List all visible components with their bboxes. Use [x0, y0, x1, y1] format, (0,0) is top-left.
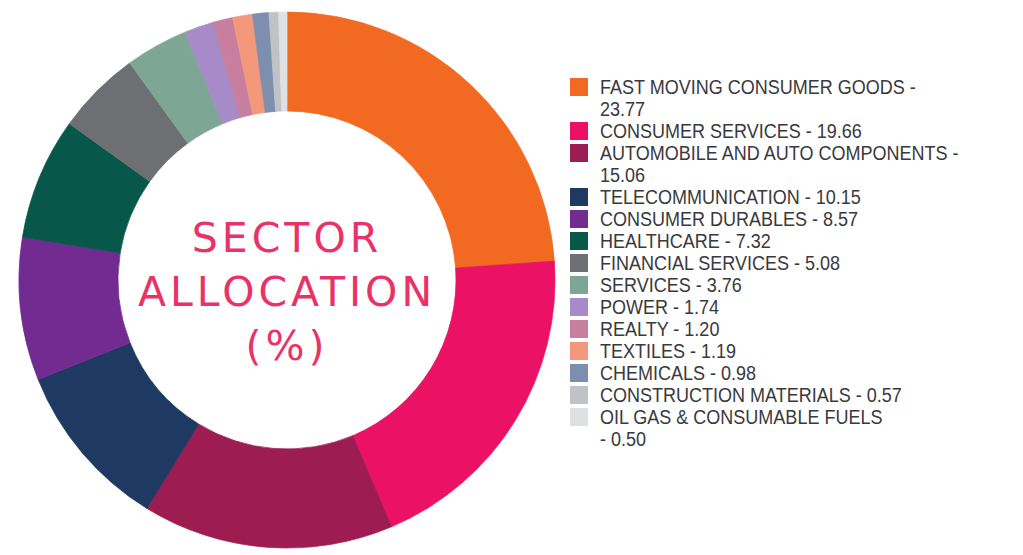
legend-label: FAST MOVING CONSUMER GOODS -23.77 [600, 76, 916, 120]
legend-item: CONSUMER DURABLES - 8.57 [570, 208, 998, 230]
legend-item: FAST MOVING CONSUMER GOODS -23.77 [570, 76, 998, 120]
legend-swatch [570, 144, 588, 162]
sector-allocation-chart: SECTORALLOCATION(%) FAST MOVING CONSUMER… [0, 0, 1023, 555]
legend-label-line: AUTOMOBILE AND AUTO COMPONENTS - [600, 142, 958, 164]
legend-swatch [570, 254, 588, 272]
legend-label: FINANCIAL SERVICES - 5.08 [600, 252, 840, 274]
legend-label-line: FAST MOVING CONSUMER GOODS - [600, 76, 916, 98]
legend-swatch [570, 276, 588, 294]
legend-swatch [570, 78, 588, 96]
legend-swatch [570, 122, 588, 140]
legend-item: TEXTILES - 1.19 [570, 340, 998, 362]
legend-swatch [570, 232, 588, 250]
legend-label-line: 23.77 [600, 98, 916, 120]
legend-label: REALTY - 1.20 [600, 318, 719, 340]
legend-label-line: CONSUMER DURABLES - 8.57 [600, 208, 858, 230]
legend-label-line: SERVICES - 3.76 [600, 274, 742, 296]
legend-label-line: HEALTHCARE - 7.32 [600, 230, 771, 252]
legend-label-line: TEXTILES - 1.19 [600, 340, 736, 362]
legend-swatch [570, 342, 588, 360]
legend-label: CONSTRUCTION MATERIALS - 0.57 [600, 384, 902, 406]
legend-label: OIL GAS & CONSUMABLE FUELS- 0.50 [600, 406, 882, 450]
legend-item: SERVICES - 3.76 [570, 274, 998, 296]
legend-label-line: REALTY - 1.20 [600, 318, 719, 340]
legend-swatch [570, 320, 588, 338]
legend-label: POWER - 1.74 [600, 296, 719, 318]
legend-item: FINANCIAL SERVICES - 5.08 [570, 252, 998, 274]
legend-label: CHEMICALS - 0.98 [600, 362, 756, 384]
legend-label: HEALTHCARE - 7.32 [600, 230, 771, 252]
legend-label-line: CHEMICALS - 0.98 [600, 362, 756, 384]
legend-label-line: 15.06 [600, 164, 958, 186]
legend-label-line: TELECOMMUNICATION - 10.15 [600, 186, 861, 208]
legend-item: CONSTRUCTION MATERIALS - 0.57 [570, 384, 998, 406]
legend-swatch [570, 188, 588, 206]
legend-swatch [570, 364, 588, 382]
legend-item: CONSUMER SERVICES - 19.66 [570, 120, 998, 142]
legend-label-line: - 0.50 [600, 428, 882, 450]
legend-item: CHEMICALS - 0.98 [570, 362, 998, 384]
legend-item: OIL GAS & CONSUMABLE FUELS- 0.50 [570, 406, 998, 450]
legend-item: HEALTHCARE - 7.32 [570, 230, 998, 252]
legend-swatch [570, 408, 588, 426]
legend-label: TEXTILES - 1.19 [600, 340, 736, 362]
legend-label: CONSUMER DURABLES - 8.57 [600, 208, 858, 230]
legend-swatch [570, 298, 588, 316]
legend-label-line: OIL GAS & CONSUMABLE FUELS [600, 406, 882, 428]
chart-title-line: ALLOCATION [138, 265, 436, 319]
donut-chart: SECTORALLOCATION(%) [0, 0, 560, 555]
chart-title: SECTORALLOCATION(%) [119, 124, 455, 460]
legend-item: AUTOMOBILE AND AUTO COMPONENTS -15.06 [570, 142, 998, 186]
legend-swatch [570, 386, 588, 404]
legend-item: POWER - 1.74 [570, 296, 998, 318]
legend-item: REALTY - 1.20 [570, 318, 998, 340]
chart-title-line: SECTOR [192, 211, 382, 265]
legend-label: CONSUMER SERVICES - 19.66 [600, 120, 862, 142]
legend-label: SERVICES - 3.76 [600, 274, 742, 296]
legend-label-line: FINANCIAL SERVICES - 5.08 [600, 252, 840, 274]
legend-label-line: CONSTRUCTION MATERIALS - 0.57 [600, 384, 902, 406]
legend-swatch [570, 210, 588, 228]
legend: FAST MOVING CONSUMER GOODS -23.77CONSUME… [570, 76, 998, 450]
legend-label-line: CONSUMER SERVICES - 19.66 [600, 120, 862, 142]
legend-label: TELECOMMUNICATION - 10.15 [600, 186, 861, 208]
legend-label-line: POWER - 1.74 [600, 296, 719, 318]
chart-title-line: (%) [246, 319, 329, 373]
legend-label: AUTOMOBILE AND AUTO COMPONENTS -15.06 [600, 142, 958, 186]
legend-item: TELECOMMUNICATION - 10.15 [570, 186, 998, 208]
